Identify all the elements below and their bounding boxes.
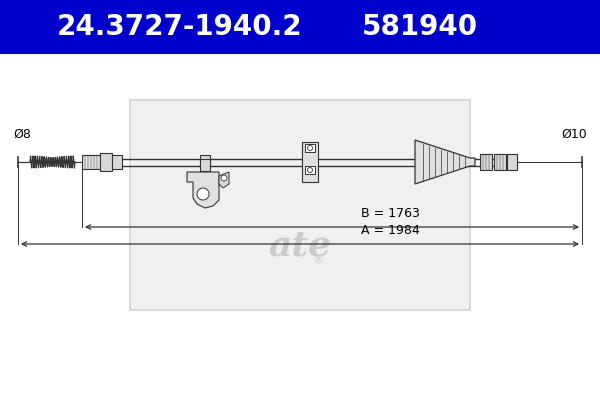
Text: Ø10: Ø10 (561, 128, 587, 140)
Bar (200, 158, 210, 170)
Text: A = 1984: A = 1984 (361, 224, 419, 237)
Bar (305, 144, 315, 152)
Text: 581940: 581940 (362, 13, 478, 41)
Polygon shape (415, 140, 475, 184)
Polygon shape (219, 172, 229, 188)
Text: B = 1763: B = 1763 (361, 207, 419, 220)
Bar (507, 154, 517, 170)
Text: ®: ® (313, 255, 323, 265)
Text: 24.3727-1940.2: 24.3727-1940.2 (57, 13, 303, 41)
Bar (112, 155, 122, 169)
Circle shape (308, 168, 313, 172)
Bar (494, 154, 506, 170)
Text: ate: ate (268, 228, 332, 262)
Bar (0, 0, 600, 54)
Bar (100, 153, 112, 171)
Bar (82, 155, 100, 169)
Bar (200, 155, 210, 167)
Polygon shape (187, 172, 219, 208)
Bar (302, 142, 318, 182)
Circle shape (197, 188, 209, 200)
Bar (130, 100, 470, 310)
Circle shape (221, 175, 227, 181)
Bar (480, 154, 492, 170)
Circle shape (308, 146, 313, 150)
Text: Ø8: Ø8 (13, 128, 31, 140)
Bar (305, 166, 315, 174)
